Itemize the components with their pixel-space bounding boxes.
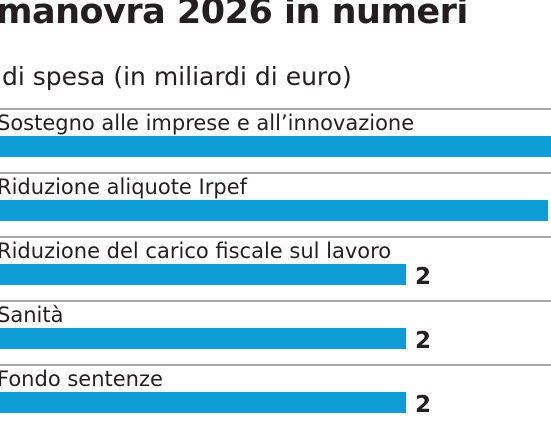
value-label: 2	[415, 328, 431, 354]
category-label: Riduzione aliquote Irpef	[0, 175, 248, 199]
value-label: 2	[415, 392, 431, 418]
bar	[0, 136, 551, 157]
category-label: Riduzione del carico fiscale sul lavoro	[0, 239, 391, 263]
bar	[0, 392, 406, 413]
bar	[0, 200, 549, 221]
value-label: 2	[415, 264, 431, 290]
category-label: Sanità	[0, 303, 63, 327]
category-label: Fondo sentenze	[0, 367, 163, 391]
bar	[0, 328, 406, 349]
chart-subtitle: di spesa (in miliardi di euro)	[2, 62, 352, 91]
chart-title: manovra 2026 in numeri	[0, 0, 468, 32]
bar	[0, 264, 406, 285]
category-label: Sostegno alle imprese e all’innovazione	[0, 111, 414, 135]
